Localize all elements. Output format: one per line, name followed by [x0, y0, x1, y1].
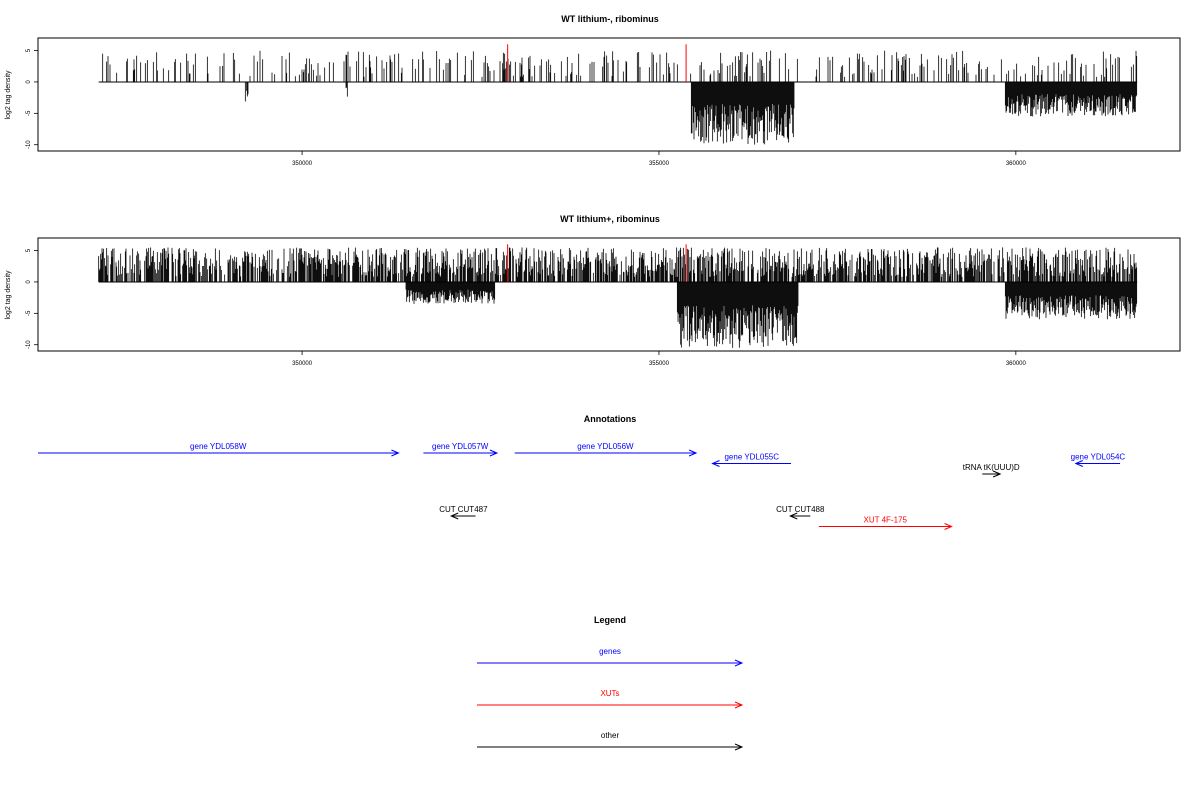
legend-label: genes — [599, 647, 621, 656]
annotation-label: CUT CUT488 — [776, 505, 825, 514]
plot-frame — [37, 237, 1181, 352]
legend-title: Legend — [594, 615, 626, 625]
annotation-label: gene YDL054C — [1071, 453, 1126, 462]
legend-item: XUTs — [477, 689, 744, 709]
annotation-feature: gene YDL056W — [514, 442, 698, 457]
plot-frame — [37, 37, 1181, 152]
x-tick-label: 350000 — [292, 361, 313, 367]
annotation-feature: XUT 4F-175 — [818, 516, 953, 530]
arrowhead — [688, 449, 698, 457]
legend-item: genes — [477, 647, 744, 667]
annotation-feature: CUT CUT487 — [439, 505, 488, 520]
panel-title: WT lithium+, ribominus — [560, 214, 660, 224]
annotation-feature: gene YDL058W — [38, 442, 400, 457]
panel-title: WT lithium-, ribominus — [561, 14, 659, 24]
density-panel-lithium-plus: WT lithium+, ribominus log2 tag density … — [5, 214, 1181, 367]
arrowhead — [789, 512, 798, 520]
y-tick-label: 0 — [26, 280, 32, 284]
y-axis-label: log2 tag density — [5, 270, 12, 320]
y-tick-label: 5 — [26, 248, 32, 252]
y-tick-label: 5 — [26, 48, 32, 52]
y-tick-label: -10 — [26, 140, 32, 149]
density-panel-lithium-minus: WT lithium-, ribominus log2 tag density … — [5, 14, 1181, 167]
y-tick-label: 0 — [26, 80, 32, 84]
annotation-label: XUT 4F-175 — [864, 516, 908, 525]
x-tick-label: 360000 — [1006, 161, 1027, 167]
density-bars — [98, 44, 1138, 145]
arrowhead — [944, 523, 953, 530]
annotation-track: gene YDL058W gene YDL057W gene YDL056W gene… — [38, 442, 1125, 530]
y-axis: 5 0 -5 -10 — [26, 48, 38, 149]
annotation-label: gene YDL057W — [432, 442, 489, 451]
y-tick-label: -10 — [26, 340, 32, 349]
x-tick-label: 355000 — [649, 161, 670, 167]
arrowhead — [734, 701, 744, 709]
annotation-feature: tRNA tK(UUU)D — [963, 463, 1020, 478]
arrowhead — [391, 449, 400, 457]
arrowhead — [449, 512, 459, 520]
x-axis: 350000 355000 360000 — [292, 151, 1027, 167]
annotation-label: CUT CUT487 — [439, 505, 488, 514]
annotation-label: gene YDL058W — [190, 442, 247, 451]
legend-label: other — [601, 731, 620, 740]
y-axis-label: log2 tag density — [5, 70, 12, 120]
annotation-feature: gene YDL055C — [711, 453, 792, 467]
annotation-feature: CUT CUT488 — [776, 505, 825, 520]
annotation-label: tRNA tK(UUU)D — [963, 463, 1020, 472]
annotation-label: gene YDL055C — [724, 453, 779, 462]
y-tick-label: -5 — [26, 110, 32, 116]
arrowhead — [734, 659, 744, 667]
legend-item: other — [477, 731, 744, 751]
x-tick-label: 360000 — [1006, 361, 1027, 367]
arrowhead — [734, 743, 744, 751]
arrowhead — [711, 460, 720, 467]
x-tick-label: 350000 — [292, 161, 313, 167]
y-axis: 5 0 -5 -10 — [26, 248, 38, 349]
density-bars — [98, 244, 1138, 348]
arrowhead — [992, 470, 1002, 478]
y-tick-label: -5 — [26, 310, 32, 316]
annotations-title: Annotations — [584, 414, 637, 424]
annotation-label: gene YDL056W — [577, 442, 634, 451]
annotation-feature: gene YDL054C — [1071, 453, 1126, 467]
legend: genes XUTs other — [477, 647, 744, 751]
arrowhead — [1074, 460, 1083, 467]
legend-label: XUTs — [600, 689, 619, 698]
x-axis: 350000 355000 360000 — [292, 351, 1027, 367]
arrowhead — [489, 449, 499, 457]
x-tick-label: 355000 — [649, 361, 670, 367]
annotation-feature: gene YDL057W — [423, 442, 499, 457]
